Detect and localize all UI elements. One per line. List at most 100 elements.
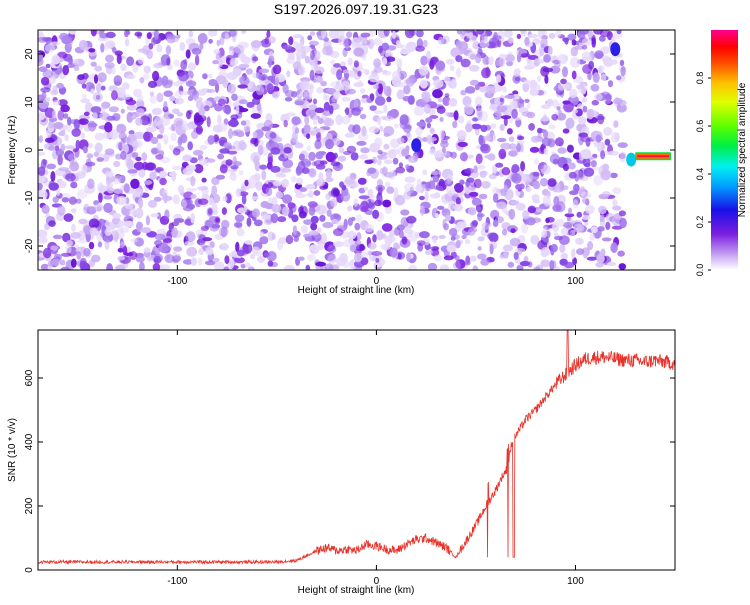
- spectrogram-blob: [83, 111, 90, 117]
- spectrogram-blob: [266, 83, 274, 93]
- spectrogram-blob: [467, 154, 474, 159]
- spectrogram-blob: [267, 181, 273, 189]
- spectrogram-blob: [349, 244, 356, 252]
- spectrogram-blob: [194, 163, 204, 174]
- spectrogram-blob: [557, 147, 567, 154]
- spectrogram-blob: [375, 258, 380, 263]
- x-tick-label: -100: [167, 576, 187, 587]
- spectrogram-blob: [332, 137, 341, 146]
- spectrogram-blob: [554, 232, 559, 237]
- spectrogram-blob: [580, 191, 591, 199]
- spectrogram-blob: [548, 32, 556, 39]
- spectrogram-blob: [582, 64, 593, 74]
- spectrogram-blob: [502, 244, 513, 252]
- spectrogram-blob: [377, 155, 388, 160]
- chart-title: S197.2026.097.19.31.G23: [274, 1, 438, 17]
- spectrogram-blob: [568, 162, 576, 170]
- spectrogram-blob: [515, 184, 522, 190]
- spectrogram-blob: [556, 106, 561, 111]
- spectrogram-blob: [270, 147, 281, 155]
- spectrogram-blob: [476, 107, 483, 118]
- spectrogram-blob: [177, 185, 185, 194]
- spectrogram-blob: [418, 195, 425, 201]
- spectrogram-blob: [253, 219, 263, 227]
- spectrogram-blob: [562, 128, 570, 134]
- spectrogram-blob: [48, 120, 55, 129]
- spectrogram-blob: [105, 54, 114, 63]
- spectrogram-blob: [450, 235, 456, 241]
- spectrogram-blob: [238, 170, 244, 176]
- spectrogram-blob: [90, 61, 97, 67]
- spectrogram-blob: [509, 237, 521, 247]
- spectrogram-blob: [105, 176, 111, 186]
- spectrogram-blob: [158, 150, 165, 157]
- spectrogram-blob: [383, 104, 388, 113]
- spectrogram-blob: [253, 155, 260, 166]
- spectrogram-blob: [160, 115, 171, 126]
- spectrogram-blob: [383, 125, 395, 137]
- spectrogram-blob: [139, 77, 145, 84]
- spectrogram-blob: [60, 104, 70, 113]
- spectrogram-blob: [582, 158, 591, 167]
- spectrogram-blob: [102, 101, 108, 110]
- spectrogram-blob: [605, 221, 611, 230]
- spectrogram-blob: [531, 194, 540, 202]
- spectrogram-blob: [292, 225, 298, 236]
- spectrogram-blob: [325, 193, 331, 201]
- spectrogram-blob: [345, 31, 353, 38]
- spectrogram-blob: [430, 248, 440, 257]
- spectrogram-blob: [569, 57, 581, 68]
- spectrogram-blob: [53, 122, 64, 129]
- spectrogram-blob: [603, 58, 614, 67]
- spectrogram-blob: [485, 132, 496, 143]
- spectrogram-blob: [522, 210, 530, 220]
- colorbar-tick-label: 0.2: [695, 216, 705, 229]
- spectrogram-blob: [51, 54, 61, 65]
- spectrogram-blob: [152, 245, 161, 256]
- spectrogram-blob: [269, 132, 277, 139]
- spectrogram-blob: [484, 154, 494, 159]
- spectrogram-blob: [325, 177, 334, 183]
- spectrogram-blob: [73, 65, 80, 71]
- spectrogram-blob: [380, 243, 392, 251]
- spectrogram-blob: [504, 30, 513, 38]
- spectrogram-blob: [92, 112, 98, 120]
- spectrogram-blob: [432, 237, 437, 244]
- spectrogram-blob: [52, 196, 59, 203]
- spectrogram-blob: [288, 36, 294, 46]
- spectrogram-blob: [130, 238, 138, 243]
- spectrogram-blob: [126, 30, 131, 35]
- spectrogram-blob: [180, 133, 188, 144]
- y-tick-label: 600: [24, 369, 35, 386]
- spectrogram-blob: [517, 249, 522, 255]
- spectrogram-blob: [317, 117, 324, 125]
- spectrogram-blob: [423, 103, 431, 114]
- spectrogram-blob: [499, 124, 505, 131]
- spectrogram-blob: [129, 251, 138, 260]
- spectrogram-blob: [222, 195, 228, 202]
- spectrogram-blob: [565, 117, 575, 129]
- spectrogram-blob: [140, 227, 152, 234]
- spectrogram-blob: [69, 161, 80, 172]
- spectrogram-blob: [419, 231, 430, 239]
- spectrogram-blob: [376, 230, 384, 241]
- spectrogram-blob: [65, 145, 76, 150]
- spectrogram-blob: [40, 87, 51, 93]
- spectrogram-blob: [263, 218, 273, 226]
- spectrogram-blob: [393, 187, 399, 198]
- spectrogram-blob: [433, 254, 443, 262]
- spectrogram-blob: [77, 230, 86, 241]
- spectrogram-blob: [270, 165, 281, 173]
- spectrogram-blob: [581, 97, 587, 103]
- y-tick-label: 0: [24, 567, 35, 573]
- spectrogram-blob: [460, 58, 471, 68]
- spectrogram-blob: [272, 64, 282, 75]
- spectrogram-blob: [308, 168, 317, 178]
- spectrogram-blob: [600, 169, 612, 181]
- spectrogram-blob: [316, 87, 324, 94]
- spectrogram-blob: [241, 193, 247, 205]
- spectrogram-blob: [64, 134, 69, 142]
- spectrogram-blob: [576, 211, 583, 218]
- spectrogram-blob: [490, 123, 497, 129]
- spectrogram-blob: [57, 51, 68, 59]
